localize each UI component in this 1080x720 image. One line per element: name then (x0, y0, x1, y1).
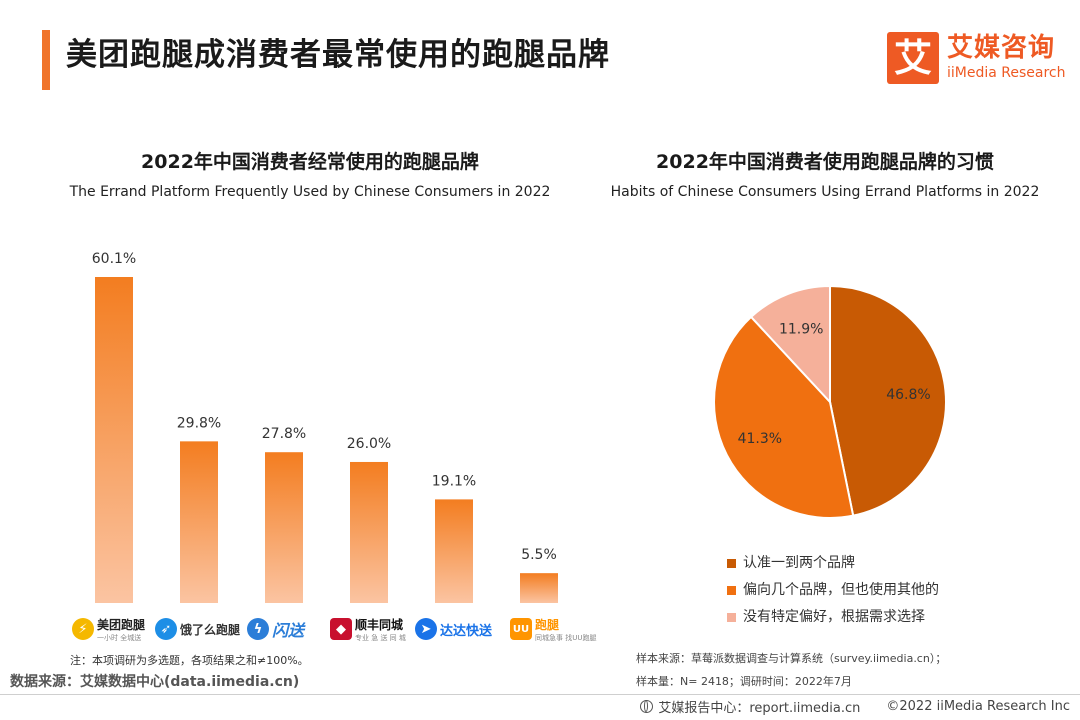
brand-uu-tagline: 同城急事 找UU跑腿 (535, 633, 597, 642)
bar-0 (95, 277, 133, 603)
legend-swatch (727, 559, 736, 568)
sample-size: 样本量：N= 2418；调研时间：2022年7月 (636, 675, 852, 688)
left-chart-subtitle: The Errand Platform Frequently Used by C… (69, 184, 551, 200)
brand-sf: ◆ 顺丰同城 专业 急 送 同 城 (330, 614, 420, 644)
bar-3 (350, 461, 388, 603)
title-accent-bar (42, 30, 50, 90)
iimedia-logo: 艾 艾媒咨询 iiMedia Research (887, 30, 1067, 86)
bar-1 (180, 441, 218, 603)
bar-2 (265, 452, 303, 603)
brand-meituan-tagline: 一小时 全城送 (97, 633, 142, 642)
bar-value-label: 5.5% (521, 547, 557, 563)
brand-shansong: ϟ 闪送 (247, 614, 337, 644)
brand-eleme-name: 饿了么跑腿 (180, 622, 241, 637)
bar-chart: 60.1% 29.8% 27.8% 26.0% 19.1% 5.5% (92, 251, 558, 603)
legend-item: 认准一到两个品牌 (727, 553, 939, 580)
pie-slice-1 (713, 315, 855, 519)
legend-label: 偏向几个品牌，但也使用其他的 (743, 582, 939, 598)
pie-value-label: 11.9% (779, 322, 823, 338)
legend-label: 认准一到两个品牌 (743, 555, 855, 571)
runner-icon: ⚡ (72, 618, 94, 640)
courier-icon: ➤ (415, 618, 437, 640)
right-chart-subtitle: Habits of Chinese Consumers Using Errand… (610, 184, 1040, 200)
bar-value-label: 26.0% (347, 436, 391, 452)
brand-dada: ➤ 达达快送 (415, 614, 505, 644)
bird-icon: ➶ (155, 618, 177, 640)
pie-chart: 46.8% 41.3% 11.9% (713, 284, 947, 519)
globe-icon (640, 700, 654, 713)
bar-value-label: 27.8% (262, 426, 306, 442)
data-source: 数据来源：艾媒数据中心(data.iimedia.cn) (10, 674, 300, 690)
legend-swatch (727, 613, 736, 622)
left-chart-title: 2022年中国消费者经常使用的跑腿品牌 (141, 151, 479, 173)
sf-icon: ◆ (330, 618, 352, 640)
bar-value-label: 19.1% (432, 473, 476, 489)
logo-text-en: iiMedia Research (947, 65, 1066, 81)
brand-dada-name: 达达快送 (440, 623, 493, 639)
legend-swatch (727, 586, 736, 595)
logo-mark: 艾 (887, 32, 939, 84)
pie-legend: 认准一到两个品牌 偏向几个品牌，但也使用其他的 没有特定偏好，根据需求选择 (727, 553, 939, 634)
lightning-icon: ϟ (247, 618, 269, 640)
footer: 艾媒报告中心：report.iimedia.cn ©2022 iiMedia R… (640, 697, 1070, 716)
bar-5 (520, 573, 558, 603)
right-chart-title: 2022年中国消费者使用跑腿品牌的习惯 (656, 151, 994, 173)
brand-meituan-name: 美团跑腿 (97, 617, 146, 632)
logo-text-cn: 艾媒咨询 (947, 33, 1056, 63)
brand-uu-name: 跑腿 (535, 617, 560, 632)
brand-uu: UU 跑腿 同城急事 找UU跑腿 (510, 614, 600, 644)
pie-slice-0 (829, 284, 947, 517)
footer-divider (0, 694, 1080, 695)
pie-value-label: 46.8% (886, 387, 930, 403)
legend-label: 没有特定偏好，根据需求选择 (743, 609, 925, 625)
pie-slice-2 (749, 284, 831, 405)
brand-sf-name: 顺丰同城 (355, 617, 404, 632)
footer-copyright: ©2022 iiMedia Research Inc (886, 699, 1070, 714)
bar-value-label: 29.8% (177, 415, 221, 431)
legend-item: 没有特定偏好，根据需求选择 (727, 607, 939, 634)
page-title: 美团跑腿成消费者最常使用的跑腿品牌 (66, 37, 610, 73)
brand-sf-tagline: 专业 急 送 同 城 (355, 633, 406, 642)
legend-item: 偏向几个品牌，但也使用其他的 (727, 580, 939, 607)
bar-4 (435, 499, 473, 603)
footer-report-center: 艾媒报告中心：report.iimedia.cn (658, 701, 861, 716)
brand-meituan: ⚡ 美团跑腿 一小时 全城送 (72, 614, 162, 644)
brand-shansong-name: 闪送 (272, 621, 305, 640)
sample-source: 样本来源：草莓派数据调查与计算系统（survey.iimedia.cn）； (636, 652, 947, 665)
pie-value-label: 41.3% (738, 431, 782, 447)
bar-value-label: 60.1% (92, 251, 136, 267)
brand-eleme: ➶ 饿了么跑腿 (155, 614, 245, 644)
uu-icon: UU (510, 618, 532, 640)
survey-note: 注：本项调研为多选题，各项结果之和≠100%。 (70, 654, 309, 667)
